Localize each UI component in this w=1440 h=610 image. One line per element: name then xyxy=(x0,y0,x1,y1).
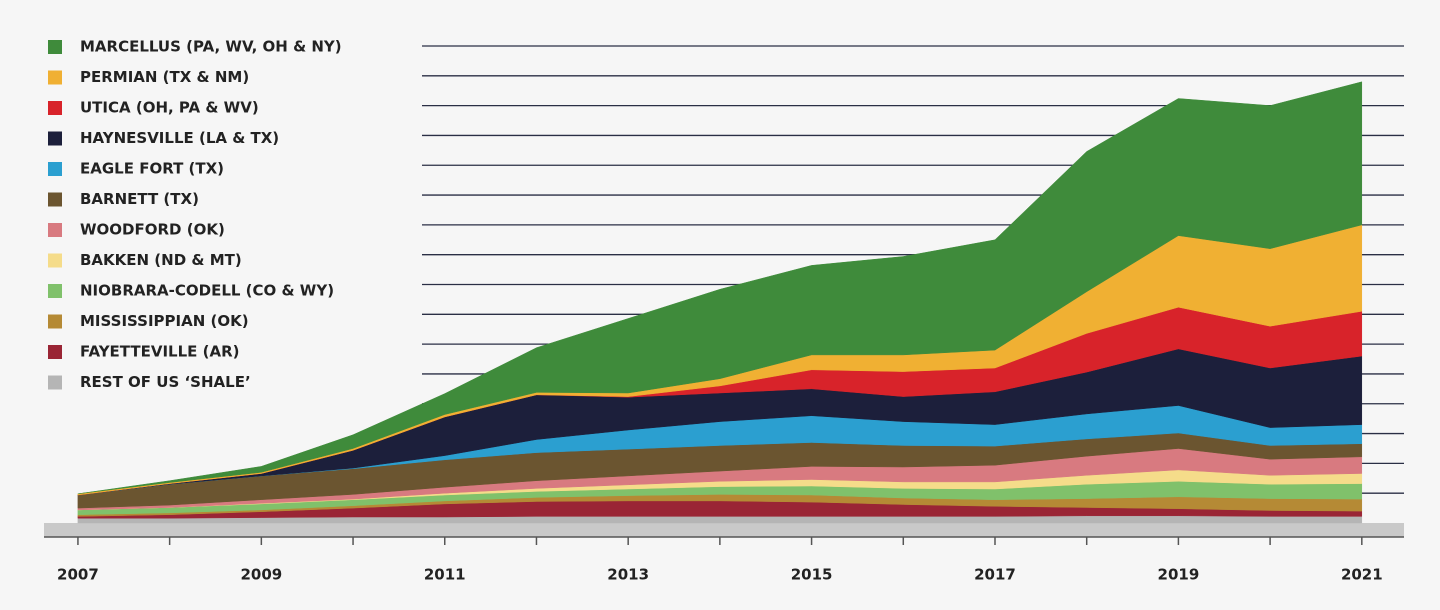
legend-label: BARNETT (TX) xyxy=(80,190,199,208)
x-tick-label: 2013 xyxy=(607,566,649,584)
x-tick-label: 2019 xyxy=(1158,566,1200,584)
axis-band xyxy=(44,523,1404,537)
legend-swatch xyxy=(48,131,62,146)
x-tick-label: 2015 xyxy=(791,566,833,584)
legend-label: PERMIAN (TX & NM) xyxy=(80,68,249,86)
legend-swatch xyxy=(48,223,62,237)
x-tick-label: 2021 xyxy=(1341,566,1383,584)
area xyxy=(77,81,1363,495)
legend-label: MISSISSIPPIAN (OK) xyxy=(80,312,249,330)
legend-swatch xyxy=(48,40,62,54)
x-tick-label: 2007 xyxy=(57,566,99,584)
x-tick-label: 2017 xyxy=(974,566,1016,584)
legend-swatch xyxy=(48,375,62,390)
legend-label: BAKKEN (ND & MT) xyxy=(80,251,242,269)
legend-label: UTICA (OH, PA & WV) xyxy=(80,99,259,117)
legend-label: WOODFORD (OK) xyxy=(80,221,225,239)
legend-swatch xyxy=(48,101,62,115)
legend-label: MARCELLUS (PA, WV, OH & NY) xyxy=(80,38,342,56)
legend-swatch xyxy=(48,253,62,268)
legend-swatch xyxy=(48,192,62,207)
legend-swatch xyxy=(48,162,62,176)
legend-label: FAYETTEVILLE (AR) xyxy=(80,343,240,361)
legend-swatch xyxy=(48,345,62,359)
x-tick-label: 2011 xyxy=(424,566,466,584)
legend-swatch xyxy=(48,70,62,85)
x-tick-label: 2009 xyxy=(240,566,282,584)
legend-label: EAGLE FORT (TX) xyxy=(80,160,224,178)
legend-swatch xyxy=(48,284,62,298)
legend-label: REST OF US ‘SHALE’ xyxy=(80,373,251,391)
legend-label: HAYNESVILLE (LA & TX) xyxy=(80,129,279,147)
legend-label: NIOBRARA-CODELL (CO & WY) xyxy=(80,282,334,300)
legend-swatch xyxy=(48,314,62,329)
